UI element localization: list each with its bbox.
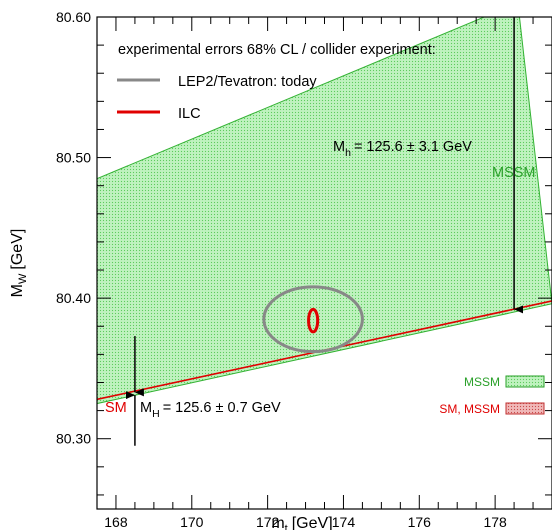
mssm-band — [97, 17, 552, 405]
plot-area — [97, 17, 552, 446]
band-legend-swatch-mssm — [505, 375, 545, 388]
x-tick-label: 178 — [483, 514, 507, 530]
x-tick-label: 174 — [332, 514, 356, 530]
y-tick-label: 80.40 — [56, 290, 91, 306]
legend-title: experimental errors 68% CL / collider ex… — [118, 42, 436, 58]
legend: experimental errors 68% CL / collider ex… — [117, 42, 436, 122]
y-tick-label: 80.30 — [56, 431, 91, 447]
x-tick-label: 168 — [104, 514, 128, 530]
x-tick-label: 176 — [408, 514, 432, 530]
x-axis-label: mt [GeV] — [271, 515, 332, 530]
sm-label: SM — [105, 400, 127, 416]
ilc-ellipse — [307, 307, 320, 334]
x-tick-label: 172 — [256, 514, 280, 530]
lep2-tevatron-ellipse — [262, 285, 364, 354]
y-axis-label: MW[GeV] — [9, 229, 29, 298]
band-legend: MSSM SM, MSSM — [439, 375, 545, 416]
band-legend-label-mssm: MSSM — [464, 375, 500, 389]
mssm-mh-annotation: Mh = 125.6 ± 3.1 GeV — [333, 139, 472, 159]
band-legend-swatch-sm-mssm — [505, 402, 545, 415]
legend-label-lep2: LEP2/Tevatron: today — [178, 74, 317, 90]
sm-mh-annotation: MH = 125.6 ± 0.7 GeV — [140, 400, 281, 420]
x-tick-label: 170 — [180, 514, 204, 530]
y-tick-label: 80.60 — [56, 9, 91, 25]
band-legend-label-sm-mssm: SM, MSSM — [439, 402, 500, 416]
y-tick-label: 80.50 — [56, 150, 91, 166]
legend-label-ilc: ILC — [178, 106, 201, 122]
mssm-band-label: MSSM — [492, 165, 536, 181]
